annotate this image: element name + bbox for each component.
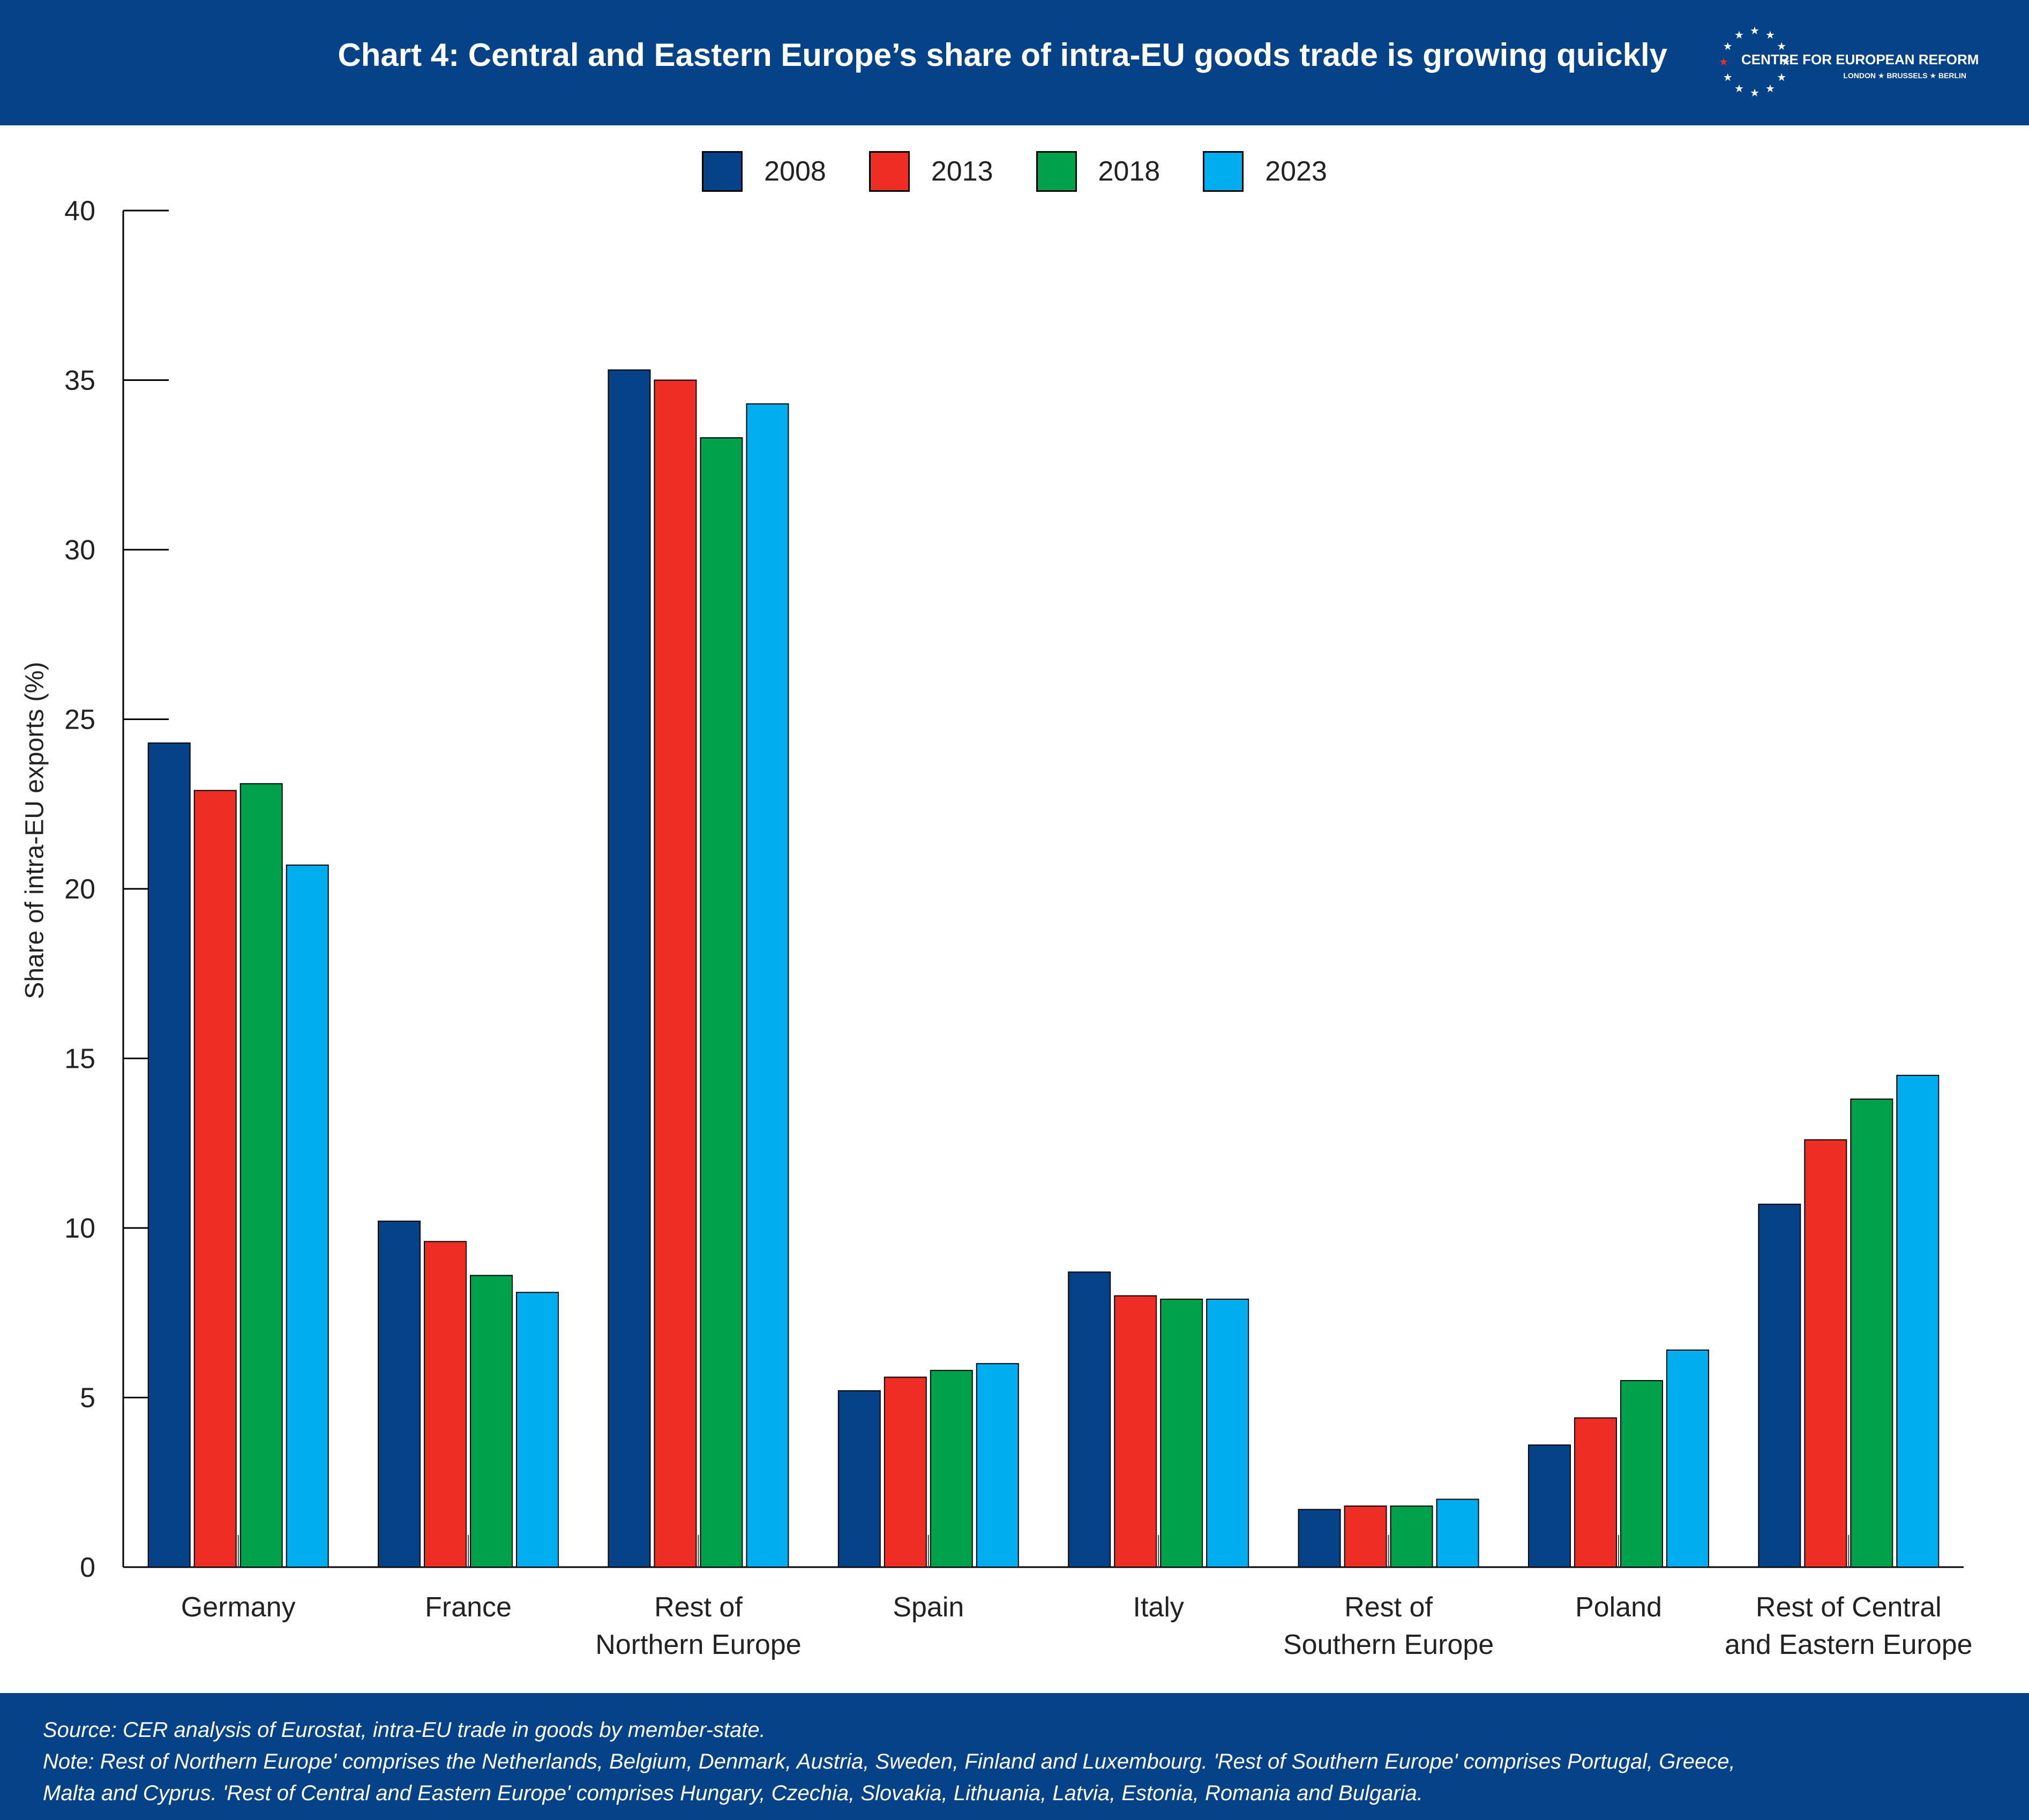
bar — [700, 437, 743, 1568]
star-icon: ★ — [1750, 25, 1760, 37]
bar — [884, 1376, 927, 1568]
legend-item: 2008 — [702, 151, 826, 192]
bar — [746, 403, 789, 1568]
bar — [424, 1241, 467, 1568]
bar — [654, 379, 697, 1568]
header-bar: Chart 4: Central and Eastern Europe’s sh… — [0, 0, 2029, 125]
legend: 2008 2013 2018 2023 — [0, 151, 2029, 192]
y-tick-label: 30 — [64, 535, 95, 566]
x-tick-label: Italy — [1133, 1592, 1184, 1623]
legend-swatch — [1203, 151, 1244, 192]
star-icon: ★ — [1781, 56, 1791, 68]
legend-item: 2018 — [1036, 151, 1161, 192]
x-tick-label: Spain — [893, 1592, 964, 1623]
star-icon: ★ — [1719, 56, 1728, 68]
bar — [1804, 1139, 1847, 1568]
bar — [1574, 1417, 1617, 1568]
x-tick-label: Poland — [1575, 1592, 1662, 1623]
bar — [1344, 1506, 1387, 1568]
star-icon: ★ — [1723, 41, 1733, 53]
footnote-line-1: Note: Rest of Northern Europe' comprises… — [43, 1750, 1735, 1773]
legend-label: 2013 — [931, 156, 993, 187]
logo-cities: LONDON ★ BRUSSELS ★ BERLIN — [1843, 71, 1966, 80]
bar — [1114, 1295, 1157, 1568]
y-tick-label: 20 — [64, 874, 95, 905]
bar — [1666, 1349, 1709, 1568]
x-tick-label: France — [425, 1592, 512, 1623]
y-tick-label: 15 — [64, 1044, 95, 1075]
legend-item: 2023 — [1203, 151, 1327, 192]
legend-swatch — [868, 151, 910, 192]
bar — [193, 790, 237, 1568]
legend-label: 2023 — [1265, 156, 1327, 187]
star-icon: ★ — [1765, 83, 1775, 95]
bar — [1206, 1298, 1249, 1568]
star-icon: ★ — [1734, 83, 1744, 95]
footnote-line-2: Malta and Cyprus. 'Rest of Central and E… — [43, 1781, 1423, 1805]
legend-label: 2008 — [764, 156, 826, 187]
source-note: Source: CER analysis of Eurostat, intra-… — [43, 1718, 766, 1742]
star-icon: ★ — [1723, 72, 1733, 84]
x-tick-label: Rest of Northern Europe — [595, 1592, 801, 1660]
bar — [1620, 1380, 1663, 1568]
y-tick-label: 10 — [64, 1213, 95, 1244]
eu-stars-icon: ★ ★★★★★★★★★★★ — [1719, 25, 1791, 99]
bar — [378, 1220, 421, 1568]
y-tick-label: 5 — [80, 1383, 95, 1414]
footer-bar: Source: CER analysis of Eurostat, intra-… — [0, 1693, 2029, 1820]
bar — [1528, 1444, 1571, 1568]
star-icon: ★ — [1734, 29, 1744, 41]
bar-chart: 0 5 10 15 20 25 30 35 40 Germany France Rest of Nort… — [64, 196, 1973, 1660]
bar — [1298, 1509, 1341, 1568]
legend-item: 2013 — [868, 151, 993, 192]
bar — [608, 369, 651, 1568]
chart-title: Chart 4: Central and Eastern Europe’s sh… — [338, 37, 1667, 73]
bar — [1436, 1499, 1479, 1568]
bar — [1850, 1098, 1893, 1568]
star-icon: ★ — [1765, 29, 1775, 41]
cer-logo: ★ ★ ★ ★ ★ ★ ★ ★ ★ ★ ★ ★ CENTRE FOR EUROPEAN REFORM … — [1714, 21, 1979, 102]
bar — [286, 864, 329, 1568]
legend-label: 2018 — [1098, 156, 1161, 187]
bar — [470, 1275, 513, 1568]
bar — [976, 1363, 1019, 1568]
bar — [239, 783, 283, 1568]
bar — [1758, 1203, 1801, 1568]
star-icon: ★ — [1777, 41, 1786, 53]
y-axis-label: Share of intra-EU exports (%) — [20, 662, 49, 999]
x-tick-label: Rest of Central and Eastern Europe — [1725, 1592, 1973, 1660]
bar — [1896, 1075, 1940, 1568]
bar — [1390, 1506, 1433, 1568]
x-tick-label: Rest of Southern Europe — [1283, 1592, 1494, 1660]
y-tick-label: 25 — [64, 705, 95, 736]
legend-swatch — [1036, 151, 1077, 192]
bar — [516, 1292, 559, 1568]
y-tick-label: 35 — [64, 365, 95, 396]
bar — [930, 1369, 973, 1568]
star-icon: ★ — [1777, 72, 1786, 84]
logo-name: CENTRE FOR EUROPEAN REFORM — [1741, 51, 1979, 68]
legend-swatch — [702, 151, 743, 192]
y-tick-label: 0 — [80, 1552, 95, 1583]
star-icon: ★ — [1750, 87, 1760, 99]
x-tick-label: Germany — [181, 1592, 296, 1623]
bar — [147, 742, 191, 1568]
bar — [837, 1390, 881, 1568]
bar — [1160, 1298, 1203, 1568]
y-tick-label: 40 — [64, 196, 95, 227]
bar — [1068, 1271, 1111, 1568]
